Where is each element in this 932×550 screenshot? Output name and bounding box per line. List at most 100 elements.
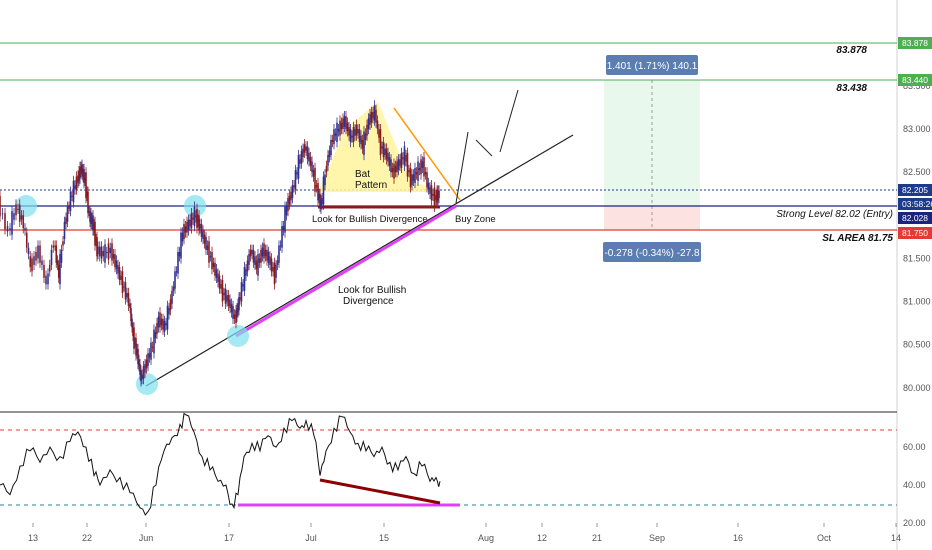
candle-body (43, 264, 45, 278)
candle-body (202, 230, 204, 240)
candle-body (45, 275, 47, 285)
candle-body (154, 331, 157, 339)
candle-body (20, 215, 23, 220)
candle-body (151, 346, 154, 348)
candle-body (325, 165, 328, 173)
candle-body (11, 211, 13, 235)
look-divergence-mid-label-2: Divergence (343, 296, 394, 307)
swing-marker-3 (227, 325, 249, 347)
candle-body (435, 194, 437, 201)
look-divergence-top-label: Look for Bullish Divergence (312, 214, 428, 225)
candle-body (308, 152, 310, 162)
candle-body (358, 129, 361, 143)
candle-body (25, 232, 28, 248)
candle-body (322, 176, 325, 205)
candle-body (239, 297, 241, 300)
candle-body (351, 135, 353, 138)
candle-body (305, 146, 307, 151)
candle-body (424, 172, 427, 175)
candle-body (391, 167, 394, 173)
tag-82028-bg (898, 212, 932, 224)
candle-body (85, 172, 87, 199)
candle-body (221, 280, 224, 302)
candle-body (153, 329, 155, 354)
candle-body (418, 167, 421, 171)
candle-body (162, 318, 164, 330)
candle-body (150, 342, 152, 360)
tag-82205-bg (898, 184, 932, 196)
candle-body (229, 299, 231, 309)
candle-body (192, 217, 194, 220)
rsi-axis: 60.00 40.00 20.00 (903, 442, 926, 528)
candle-body (175, 271, 178, 273)
candle-body (315, 185, 318, 188)
candle-body (160, 318, 163, 326)
candle-body (320, 200, 322, 209)
candle-body (83, 169, 85, 184)
candle-body (136, 348, 138, 354)
candle-body (327, 155, 329, 166)
candle-body (139, 364, 141, 375)
candle-body (91, 217, 93, 224)
candle-body (346, 122, 349, 132)
candle-body (423, 157, 425, 177)
candle-body (387, 152, 389, 162)
candle-body (114, 254, 116, 268)
candle-body (123, 286, 125, 288)
candle-body (390, 159, 392, 173)
candle-body (406, 152, 409, 177)
candle-body (397, 159, 400, 171)
candle-body (248, 254, 250, 265)
candle-body (267, 251, 270, 263)
candle-body (273, 262, 276, 285)
candle-body (319, 193, 321, 207)
candle-body (137, 348, 139, 365)
candle-body (6, 226, 9, 232)
candle-body (343, 116, 346, 127)
time-label-12: 14 (891, 533, 901, 543)
candle-body (257, 254, 259, 276)
candle-body (264, 249, 267, 257)
candle-body (138, 359, 140, 367)
time-label-7: 12 (537, 533, 547, 543)
candle-body (238, 297, 240, 311)
candle-body (333, 129, 335, 145)
candle-body (266, 249, 268, 261)
candle-body (88, 211, 90, 213)
candle-body (399, 159, 401, 166)
candle-body (402, 157, 404, 160)
candle-body (71, 195, 73, 197)
candle-body (24, 228, 26, 231)
swing-marker-4 (136, 373, 158, 395)
candle-body (367, 118, 370, 130)
candle-body (382, 142, 385, 158)
candle-body (245, 269, 247, 276)
candle-body (59, 254, 61, 285)
candle-body (349, 129, 352, 143)
rsi-lower-high-line (319, 478, 441, 505)
candle-body (263, 243, 265, 259)
tag-82205: 82.205 (902, 185, 928, 195)
candle-body (311, 161, 313, 173)
candle-body (400, 152, 403, 168)
candle-body (193, 206, 196, 227)
candle-body (357, 129, 359, 134)
candle-body (100, 246, 103, 259)
candle-body (144, 364, 146, 373)
candle-body (181, 232, 184, 242)
divergence-line-price (235, 204, 457, 338)
candle-body (120, 275, 122, 280)
tag-countdown-bg (898, 198, 932, 210)
price-tick-3: 82.500 (903, 167, 931, 177)
candle-body (115, 260, 118, 270)
candle-body (62, 241, 64, 246)
time-label-0: 13 (28, 533, 38, 543)
level-83878-label: 83.878 (836, 45, 867, 56)
candle-body (255, 260, 258, 270)
candle-body (163, 320, 166, 332)
candle-body (355, 124, 358, 136)
candle-body (165, 323, 167, 326)
candle-body (281, 226, 283, 248)
candle-body (199, 223, 201, 229)
